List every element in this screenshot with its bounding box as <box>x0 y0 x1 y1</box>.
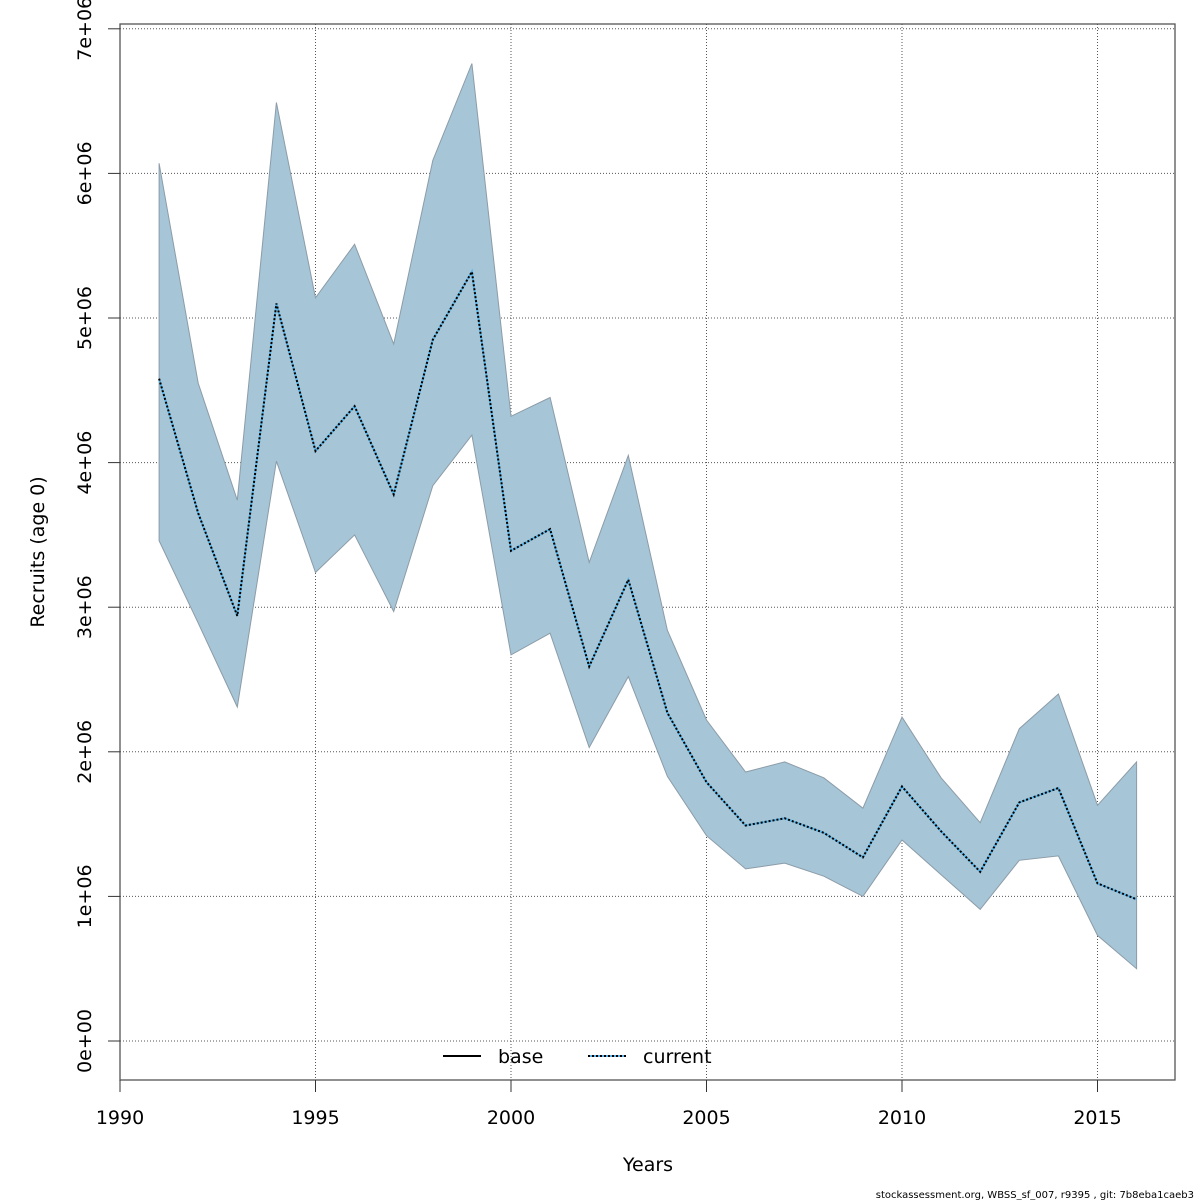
x-axis-title: Years <box>622 1154 673 1176</box>
series-current-line <box>158 268 1137 901</box>
x-axis: 1990 1995 2000 2005 2010 2015 <box>96 1080 1122 1129</box>
grid-lines <box>119 24 1175 1080</box>
plot-frame <box>119 23 1176 1081</box>
x-tick-label: 2005 <box>682 1107 730 1129</box>
footnote: stockassessment.org, WBSS_sf_007, r9395 … <box>876 1190 1194 1200</box>
y-tick-label: 7e+06 <box>74 0 96 61</box>
confidence-band-layer <box>158 63 1138 970</box>
series-lines-layer <box>158 268 1137 901</box>
y-tick-label: 0e+00 <box>74 1009 96 1073</box>
y-tick-label: 5e+06 <box>74 286 96 350</box>
legend: base current <box>443 1046 712 1068</box>
y-tick-label: 4e+06 <box>74 431 96 495</box>
x-tick-label: 2000 <box>487 1107 535 1129</box>
x-tick-label: 2010 <box>878 1107 926 1129</box>
confidence-band <box>158 63 1138 970</box>
legend-current-label: current <box>643 1046 712 1068</box>
y-tick-label: 3e+06 <box>74 575 96 639</box>
y-tick-label: 2e+06 <box>74 720 96 784</box>
legend-base-label: base <box>498 1046 543 1068</box>
x-tick-label: 1990 <box>96 1107 144 1129</box>
y-tick-label: 6e+06 <box>74 141 96 205</box>
y-axis-title: Recruits (age 0) <box>27 476 49 627</box>
x-tick-label: 1995 <box>291 1107 339 1129</box>
x-tick-label: 2015 <box>1073 1107 1121 1129</box>
y-axis: 0e+00 1e+06 2e+06 3e+06 4e+06 5e+06 6e+06 7e+06 <box>74 0 120 1073</box>
y-tick-label: 1e+06 <box>74 864 96 928</box>
